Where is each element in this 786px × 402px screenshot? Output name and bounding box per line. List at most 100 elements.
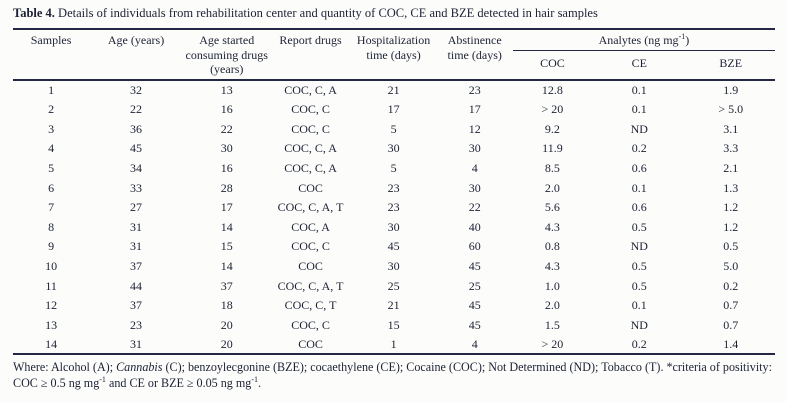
table-cell: 14 [220, 259, 233, 274]
col-header-analytes-group: Analytes (ng mg-1) [512, 29, 775, 51]
col-header-age-started: Age started consuming drugs (years) [182, 29, 271, 81]
table-cell: 8 [48, 219, 55, 234]
table-cell: ND [630, 239, 648, 254]
footnote-superscript-2: -1 [251, 374, 258, 384]
table-cell: 11 [45, 278, 57, 293]
table-cell: 0.2 [631, 141, 647, 156]
table-cell: 8.5 [544, 161, 560, 176]
table-cell: 30 [387, 219, 400, 234]
table-cell: 21 [387, 83, 400, 98]
table-cell: 45 [130, 141, 143, 156]
table-cell: COC, C, A, T [277, 200, 344, 215]
table-cell: 2.0 [544, 180, 560, 195]
table-cell: 45 [468, 259, 481, 274]
table-cell: 20 [220, 317, 233, 332]
table-cell: 28 [220, 180, 233, 195]
table-cell: 31 [130, 219, 143, 234]
table-cell: 31 [130, 239, 143, 254]
table-cell: 1 [48, 83, 55, 98]
table-cell: COC, C [291, 102, 330, 117]
table-cell: COC, C [291, 239, 330, 254]
table-cell: 0.1 [631, 83, 647, 98]
table-row: 8 31 14 COC, A 30 40 4.3 0.5 1.2 [13, 217, 775, 237]
table-cell: 5 [390, 161, 397, 176]
table-cell: 1.0 [544, 278, 560, 293]
table-title: Table 4. Details of individuals from reh… [13, 6, 775, 21]
table-cell: 0.7 [723, 298, 739, 313]
table-cell: 4 [471, 161, 478, 176]
table-cell: COC [298, 336, 323, 351]
table-cell: ND [630, 121, 648, 136]
table-cell: 45 [468, 298, 481, 313]
table-cell: 45 [387, 239, 400, 254]
header-row-analytes: COC CE BZE [13, 50, 775, 81]
table-cell: 37 [130, 298, 143, 313]
table-cell: 25 [387, 278, 400, 293]
table-row: 2 22 16 COC, C 17 17 > 20 0.1 > 5.0 [13, 99, 775, 119]
table-cell: 0.5 [631, 259, 647, 274]
table-row: 4 45 30 COC, C, A 30 30 11.9 0.2 3.3 [13, 139, 775, 159]
table-cell: 23 [468, 83, 481, 98]
table-row: 10 37 14 COC 30 45 4.3 0.5 5.0 [13, 256, 775, 276]
table-cell: 13 [45, 317, 58, 332]
footnote-text: Where: Alcohol (A); [13, 360, 117, 375]
table-cell: 0.5 [631, 278, 647, 293]
col-header-age: Age (years) [89, 29, 183, 81]
table-cell: 1.9 [723, 83, 739, 98]
table-cell: 14 [45, 336, 58, 351]
table-cell: 0.1 [631, 102, 647, 117]
footnote-text-2: (C); benzoylecgonine (BZE); cocaethylene… [13, 360, 772, 390]
table-row: 3 36 22 COC, C 5 12 9.2 ND 3.1 [13, 119, 775, 139]
table-cell: 1 [390, 336, 397, 351]
data-table: Samples Age (years) Age started consumin… [13, 28, 775, 356]
table-cell: 15 [220, 239, 233, 254]
table-cell: 13 [220, 83, 233, 98]
table-cell: 11.9 [542, 141, 563, 156]
table-cell: 3 [48, 121, 55, 136]
table-cell: > 20 [541, 336, 564, 351]
table-cell: 0.2 [723, 278, 739, 293]
header-row-main: Samples Age (years) Age started consumin… [13, 29, 775, 81]
analytes-group-label-suffix: ) [685, 33, 690, 47]
table-cell: 32 [130, 83, 143, 98]
col-header-coc: COC [512, 50, 593, 81]
table-cell: 30 [468, 180, 481, 195]
table-cell: 22 [468, 200, 481, 215]
table-cell: 23 [387, 180, 400, 195]
table-cell: 0.5 [723, 239, 739, 254]
table-cell: 16 [220, 102, 233, 117]
table-cell: 22 [220, 121, 233, 136]
col-header-ce: CE [592, 50, 687, 81]
table-cell: 1.2 [723, 200, 739, 215]
table-cell: 14 [220, 219, 233, 234]
table-cell: 1.5 [544, 317, 560, 332]
table-cell: 17 [220, 200, 233, 215]
table-title-label: Table 4. [13, 6, 55, 20]
table-row: 13 23 20 COC, C 15 45 1.5 ND 0.7 [13, 315, 775, 335]
table-cell: 21 [387, 298, 400, 313]
table-cell: 12.8 [541, 83, 563, 98]
table-row: 5 34 16 COC, C, A 5 4 8.5 0.6 2.1 [13, 158, 775, 178]
table-cell: COC, C, A [284, 83, 337, 98]
table-cell: 17 [468, 102, 481, 117]
table-cell: 30 [387, 259, 400, 274]
table-cell: 30 [387, 141, 400, 156]
table-cell: 18 [220, 298, 233, 313]
table-cell: 9.2 [544, 121, 560, 136]
table-cell: 30 [468, 141, 481, 156]
table-cell: 12 [468, 121, 481, 136]
table-cell: 5 [48, 161, 55, 176]
table-cell: 37 [220, 278, 233, 293]
table-cell: 23 [130, 317, 143, 332]
table-row: 11 44 37 COC, C, A, T 25 25 1.0 0.5 0.2 [13, 276, 775, 296]
table-cell: 2.1 [723, 161, 739, 176]
table-cell: COC, C, A [284, 161, 337, 176]
col-header-samples: Samples [13, 29, 90, 81]
table-cell: 16 [220, 161, 233, 176]
table-cell: 22 [130, 102, 143, 117]
table-cell: 1.2 [723, 219, 739, 234]
table-cell: 0.1 [631, 180, 647, 195]
table-row: 12 37 18 COC, C, T 21 45 2.0 0.1 0.7 [13, 295, 775, 315]
table-cell: 1.3 [723, 180, 739, 195]
